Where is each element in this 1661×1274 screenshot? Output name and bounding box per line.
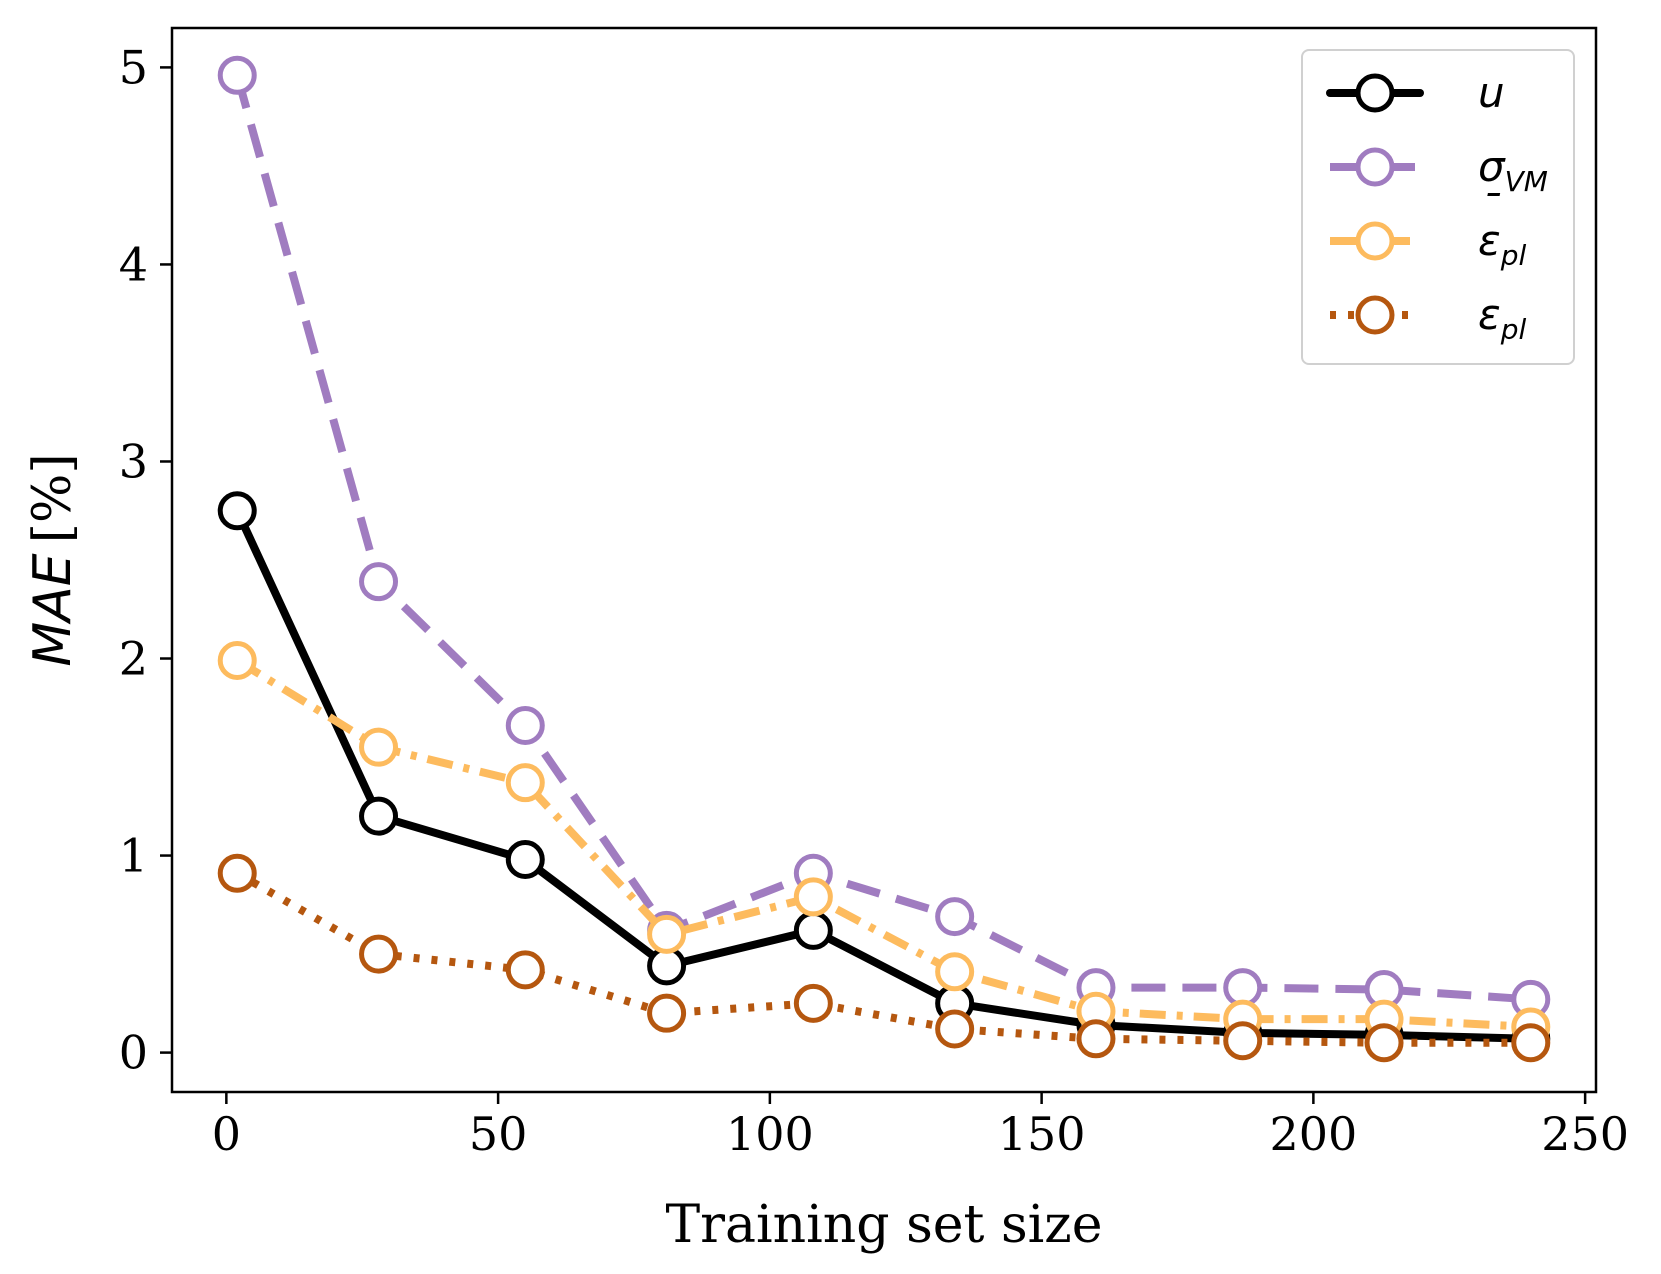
data-point xyxy=(793,877,833,917)
y-tick-label: 4 xyxy=(119,237,148,291)
data-point xyxy=(217,640,257,680)
data-point xyxy=(359,562,399,602)
legend-marker xyxy=(1355,221,1395,261)
y-tick-label: 2 xyxy=(119,632,148,686)
y-axis-label-main: MAE xyxy=(23,553,83,666)
data-point xyxy=(935,897,975,937)
x-tick-label: 150 xyxy=(998,1107,1086,1161)
data-point xyxy=(217,491,257,531)
y-tick-label: 1 xyxy=(119,829,148,883)
series-ε_pl xyxy=(217,853,1551,1063)
data-point xyxy=(217,55,257,95)
legend-marker xyxy=(1355,295,1395,335)
legend-box xyxy=(1301,49,1575,365)
series-line xyxy=(235,657,1531,1031)
data-point xyxy=(647,914,687,954)
data-point xyxy=(793,910,833,950)
x-tick-label: 100 xyxy=(726,1107,814,1161)
y-axis-label: MAE [%] xyxy=(23,453,83,666)
legend-label-main: ε xyxy=(1478,290,1501,339)
legend-label-main: σ xyxy=(1478,142,1506,191)
legend-label: εpl xyxy=(1478,216,1526,272)
data-point xyxy=(1511,1023,1551,1063)
data-point xyxy=(505,950,545,990)
data-point xyxy=(359,796,399,836)
x-tick-label: 50 xyxy=(469,1107,528,1161)
x-axis: 0 50 100 150 200 250 xyxy=(212,1092,1629,1161)
legend-label-subscript: pl xyxy=(1500,313,1527,346)
legend-label: σVM xyxy=(1478,142,1548,198)
legend-entry: εpl xyxy=(1330,290,1526,346)
legend-entry: εpl¯ xyxy=(1330,185,1526,272)
legend-label-main: ε xyxy=(1478,216,1501,265)
data-point xyxy=(935,1009,975,1049)
legend-label: u xyxy=(1478,68,1505,117)
data-point xyxy=(793,983,833,1023)
data-point xyxy=(1364,1023,1404,1063)
legend-label-main: u xyxy=(1478,68,1505,117)
series-line xyxy=(235,869,1531,1047)
y-tick-label: 5 xyxy=(119,40,148,94)
legend-entry: u xyxy=(1326,68,1505,117)
data-point xyxy=(647,993,687,1033)
data-point xyxy=(359,934,399,974)
x-axis-label: Training set size xyxy=(666,1195,1103,1255)
x-tick-label: 200 xyxy=(1269,1107,1357,1161)
legend-label-subscript: pl xyxy=(1500,239,1527,272)
data-point xyxy=(505,839,545,879)
y-axis: 0 1 2 3 4 5 xyxy=(119,40,172,1080)
data-point xyxy=(935,952,975,992)
data-point xyxy=(1223,968,1263,1008)
y-tick-label: 0 xyxy=(119,1026,148,1080)
data-point xyxy=(505,706,545,746)
plot-frame xyxy=(170,26,1598,1094)
y-axis-label-unit: [%] xyxy=(23,453,83,543)
legend-label-subscript: VM xyxy=(1505,165,1548,198)
data-point xyxy=(217,853,257,893)
y-tick-label: 3 xyxy=(119,434,148,488)
series-line xyxy=(233,74,1532,1004)
legend-label-accent: ¯ xyxy=(1480,185,1501,234)
x-tick-label: 250 xyxy=(1541,1107,1629,1161)
legend-marker xyxy=(1355,147,1395,187)
data-point xyxy=(647,946,687,986)
data-point xyxy=(1223,1021,1263,1061)
x-tick-label: 0 xyxy=(212,1107,241,1161)
series-line xyxy=(233,506,1535,1043)
data-point xyxy=(359,727,399,767)
data-point xyxy=(505,763,545,803)
data-point xyxy=(1076,1019,1116,1059)
legend-entry: σVM xyxy=(1330,142,1548,198)
series-layer xyxy=(217,55,1551,1063)
legend-marker xyxy=(1355,73,1395,113)
legend-label: εpl xyxy=(1478,290,1526,346)
